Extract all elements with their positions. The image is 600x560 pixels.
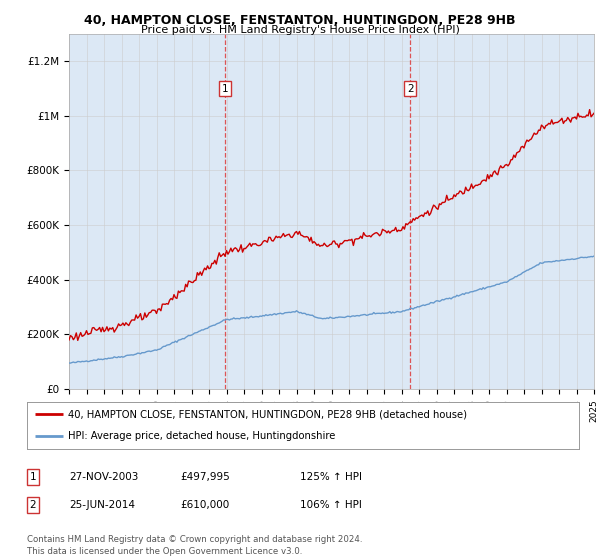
Text: £497,995: £497,995: [180, 472, 230, 482]
Text: 40, HAMPTON CLOSE, FENSTANTON, HUNTINGDON, PE28 9HB (detached house): 40, HAMPTON CLOSE, FENSTANTON, HUNTINGDO…: [68, 409, 467, 419]
Text: Contains HM Land Registry data © Crown copyright and database right 2024.
This d: Contains HM Land Registry data © Crown c…: [27, 535, 362, 556]
Text: Price paid vs. HM Land Registry's House Price Index (HPI): Price paid vs. HM Land Registry's House …: [140, 25, 460, 35]
Text: £610,000: £610,000: [180, 500, 229, 510]
Text: 25-JUN-2014: 25-JUN-2014: [69, 500, 135, 510]
Text: 125% ↑ HPI: 125% ↑ HPI: [300, 472, 362, 482]
Text: 1: 1: [29, 472, 37, 482]
Text: 1: 1: [221, 83, 228, 94]
Text: HPI: Average price, detached house, Huntingdonshire: HPI: Average price, detached house, Hunt…: [68, 431, 336, 441]
Text: 40, HAMPTON CLOSE, FENSTANTON, HUNTINGDON, PE28 9HB: 40, HAMPTON CLOSE, FENSTANTON, HUNTINGDO…: [84, 14, 516, 27]
Text: 106% ↑ HPI: 106% ↑ HPI: [300, 500, 362, 510]
Text: 27-NOV-2003: 27-NOV-2003: [69, 472, 139, 482]
Text: 2: 2: [407, 83, 413, 94]
Text: 2: 2: [29, 500, 37, 510]
